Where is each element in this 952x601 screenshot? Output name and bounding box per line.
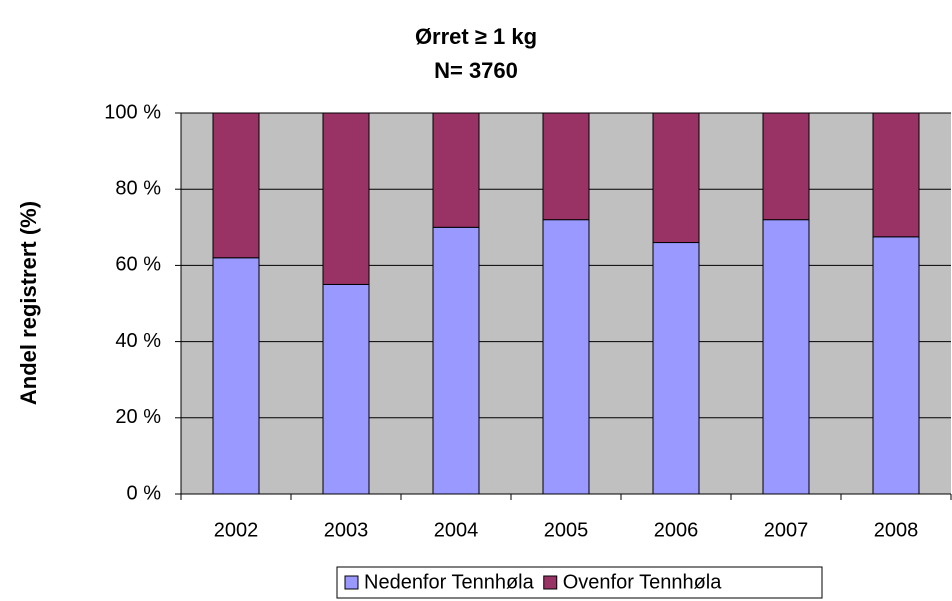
- bar-segment: [322, 283, 370, 495]
- bar-segment: [762, 219, 810, 495]
- x-tick-label: 2004: [434, 519, 479, 541]
- bar-segment: [542, 219, 590, 495]
- y-tick-label: 0 %: [127, 482, 162, 504]
- chart-subtitle: N= 3760: [434, 58, 518, 83]
- bar-segment: [872, 112, 920, 238]
- legend-label: Ovenfor Tennhøla: [563, 571, 722, 593]
- legend-label: Nedenfor Tennhøla: [364, 571, 535, 593]
- bar-segment: [212, 257, 260, 495]
- bar-segment: [432, 226, 480, 495]
- bar-segment: [212, 112, 260, 259]
- y-tick-label: 100 %: [104, 101, 161, 123]
- y-axis-label: Andel registrert (%): [16, 201, 41, 405]
- bar-segment: [322, 112, 370, 285]
- x-tick-label: 2007: [764, 519, 809, 541]
- x-tick-label: 2008: [874, 519, 919, 541]
- bar-segment: [542, 112, 590, 221]
- x-tick-label: 2006: [654, 519, 699, 541]
- legend-swatch: [344, 575, 359, 590]
- bar-segment: [652, 112, 700, 244]
- bar-segment: [652, 242, 700, 495]
- x-tick-label: 2002: [214, 519, 259, 541]
- y-tick-label: 80 %: [115, 177, 161, 199]
- bar-segment: [762, 112, 810, 221]
- y-tick-label: 60 %: [115, 254, 161, 276]
- bar-segment: [432, 112, 480, 228]
- x-tick-label: 2005: [544, 519, 589, 541]
- y-tick-label: 40 %: [115, 330, 161, 352]
- legend-box: [336, 566, 823, 599]
- legend-swatch: [543, 575, 558, 590]
- y-tick-label: 20 %: [115, 406, 161, 428]
- x-tick-label: 2003: [324, 519, 369, 541]
- bar-segment: [872, 236, 920, 495]
- chart-title: Ørret ≥ 1 kg: [415, 24, 537, 49]
